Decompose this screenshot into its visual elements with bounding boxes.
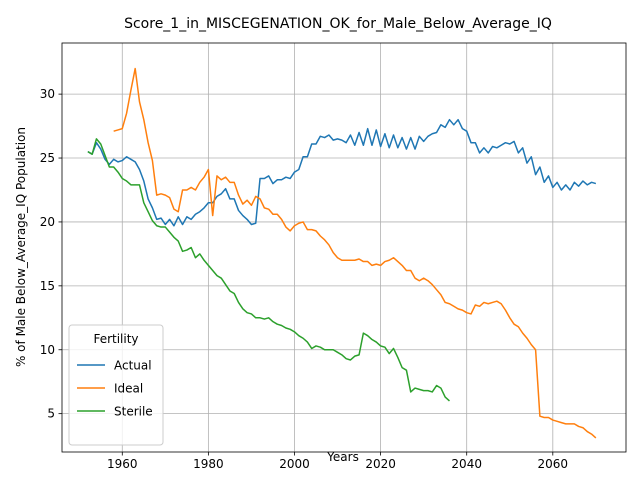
y-axis-label: % of Male Below_Average_IQ Population: [14, 127, 28, 367]
y-axis-ticks: 5 10 15 20 25 30: [40, 87, 62, 421]
series-line-actual: [87, 118, 597, 227]
x-tick-label: 2020: [365, 457, 396, 471]
y-tick-label: 30: [40, 87, 55, 101]
series-line-sterile: [87, 138, 450, 402]
x-tick-label: 2040: [451, 457, 482, 471]
legend-title: Fertility: [93, 332, 138, 346]
y-tick-label: 5: [47, 407, 55, 421]
legend-box: [68, 324, 164, 446]
y-tick-label: 10: [40, 343, 55, 357]
x-axis-label: Years: [326, 450, 359, 464]
chart-title: Score_1_in_MISCEGENATION_OK_for_Male_Bel…: [124, 16, 552, 32]
legend-entry-ideal: Ideal: [114, 382, 143, 396]
y-tick-label: 25: [40, 151, 55, 165]
x-axis-ticks: 1960 1980 2000 2020 2040 2060: [107, 452, 568, 471]
series-line-ideal: [113, 67, 597, 439]
plot-frame: [61, 42, 627, 453]
y-tick-label: 15: [40, 279, 55, 293]
legend-entry-sterile: Sterile: [114, 405, 153, 419]
legend: Fertility Actual Ideal Sterile: [68, 324, 164, 446]
x-tick-label: 1980: [193, 457, 224, 471]
x-tick-label: 2000: [279, 457, 310, 471]
legend-entry-actual: Actual: [114, 359, 152, 373]
y-tick-label: 20: [40, 215, 55, 229]
x-tick-label: 1960: [107, 457, 138, 471]
x-tick-label: 2060: [538, 457, 569, 471]
series-layer: [87, 67, 597, 439]
